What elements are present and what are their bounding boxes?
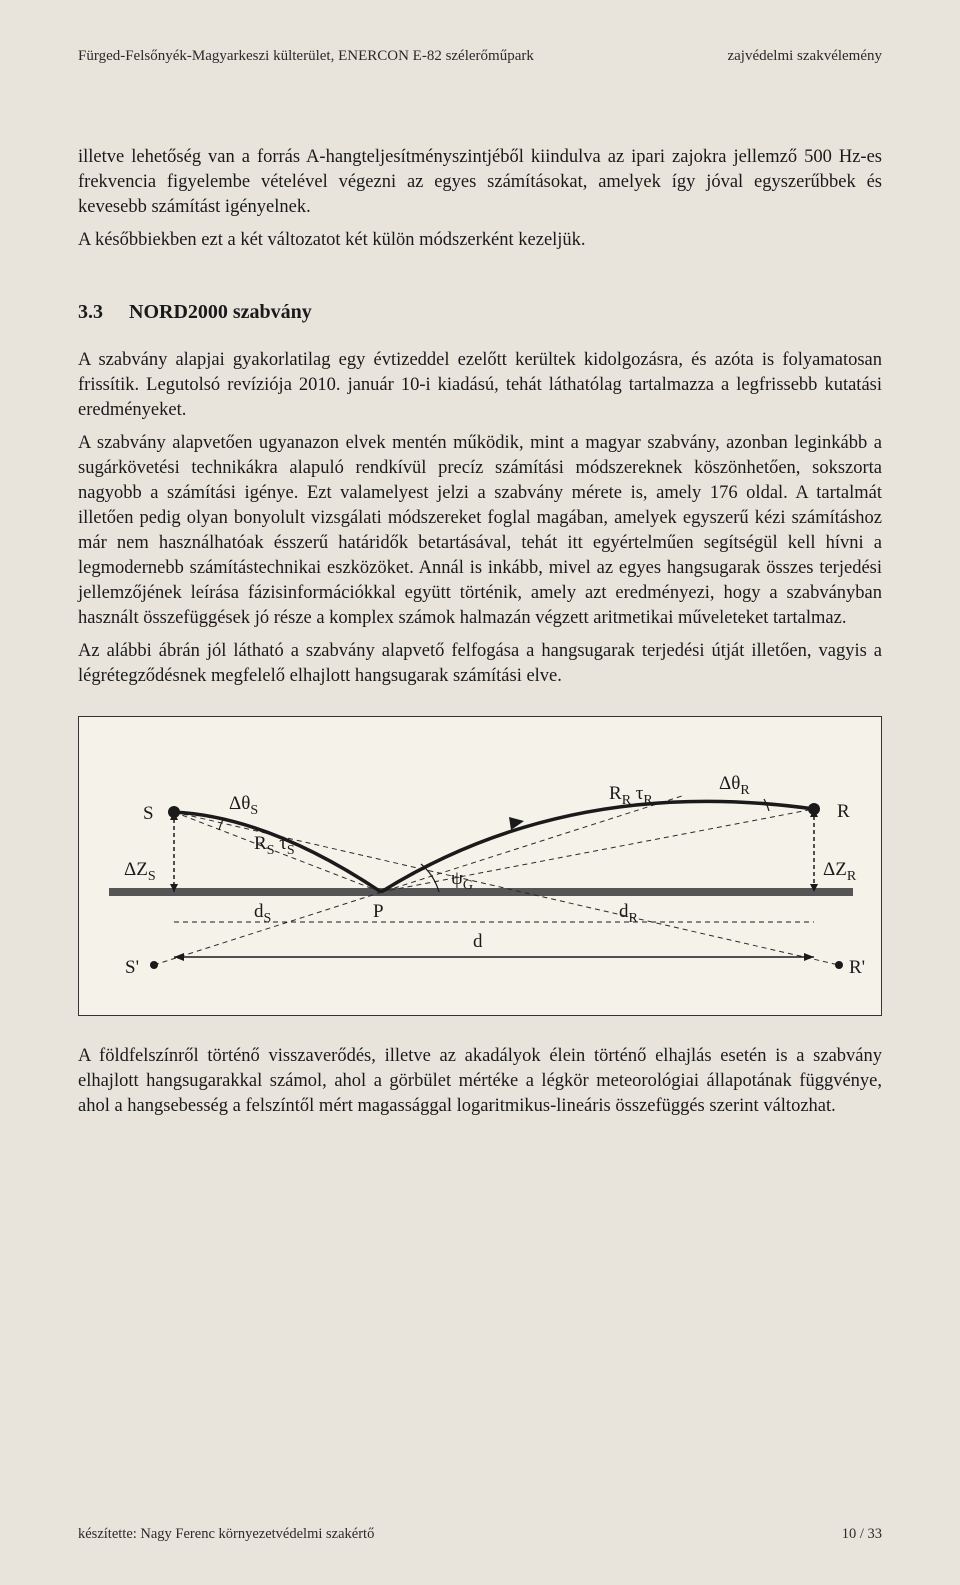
label-delta-theta-s: ΔθS	[229, 793, 258, 818]
d-arrow-right	[804, 953, 814, 961]
label-delta-theta-r: ΔθR	[719, 773, 750, 798]
section-heading: 3.3 NORD2000 szabvány	[78, 301, 882, 324]
label-Sprime: S'	[125, 957, 139, 978]
label-R: R	[837, 801, 850, 822]
paragraph-6: A földfelszínről történő visszaverődés, …	[78, 1044, 882, 1119]
d-arrow-left	[174, 953, 184, 961]
footer-page-number: 10 / 33	[842, 1526, 882, 1543]
ray-bounce-r	[381, 802, 814, 893]
paragraph-3: A szabvány alapjai gyakorlatilag egy évt…	[78, 348, 882, 423]
label-Rprime: R'	[849, 957, 865, 978]
header-right: zajvédelmi szakvélemény	[727, 48, 882, 65]
footer-author: készítette: Nagy Ferenc környezetvédelmi…	[78, 1526, 374, 1543]
paragraph-1: illetve lehetőség van a forrás A-hangtel…	[78, 145, 882, 220]
label-dr: dR	[619, 901, 639, 926]
source-point	[168, 806, 180, 818]
r-prime-point	[835, 961, 843, 969]
ray-diagram: S R S' R' ΔθS ΔθR RS τS RR τR ΔZS ΔZR dS…	[78, 716, 882, 1016]
section-title: NORD2000 szabvány	[129, 301, 312, 324]
label-S: S	[143, 803, 154, 824]
ray-diagram-svg: S R S' R' ΔθS ΔθR RS τS RR τR ΔZS ΔZR dS…	[79, 717, 883, 1017]
section-number: 3.3	[78, 301, 103, 324]
label-Rs-tau-s: RS τS	[254, 833, 295, 858]
r-tangent	[381, 809, 814, 892]
paragraph-5: Az alábbi ábrán jól látható a szabvány a…	[78, 639, 882, 689]
label-d: d	[473, 931, 483, 952]
header-left: Fürged-Felsőnyék-Magyarkeszi külterület,…	[78, 48, 534, 65]
content-body: illetve lehetőség van a forrás A-hangtel…	[78, 145, 882, 1119]
footer: készítette: Nagy Ferenc környezetvédelmi…	[78, 1526, 882, 1543]
receiver-point	[808, 803, 820, 815]
ground-line	[109, 888, 853, 896]
paragraph-2: A későbbiekben ezt a két változatot két …	[78, 228, 882, 253]
label-P: P	[373, 901, 384, 922]
s-prime-point	[150, 961, 158, 969]
paragraph-4: A szabvány alapvetően ugyanazon elvek me…	[78, 431, 882, 631]
label-delta-zr: ΔZR	[823, 859, 857, 884]
label-delta-zs: ΔZS	[124, 859, 156, 884]
